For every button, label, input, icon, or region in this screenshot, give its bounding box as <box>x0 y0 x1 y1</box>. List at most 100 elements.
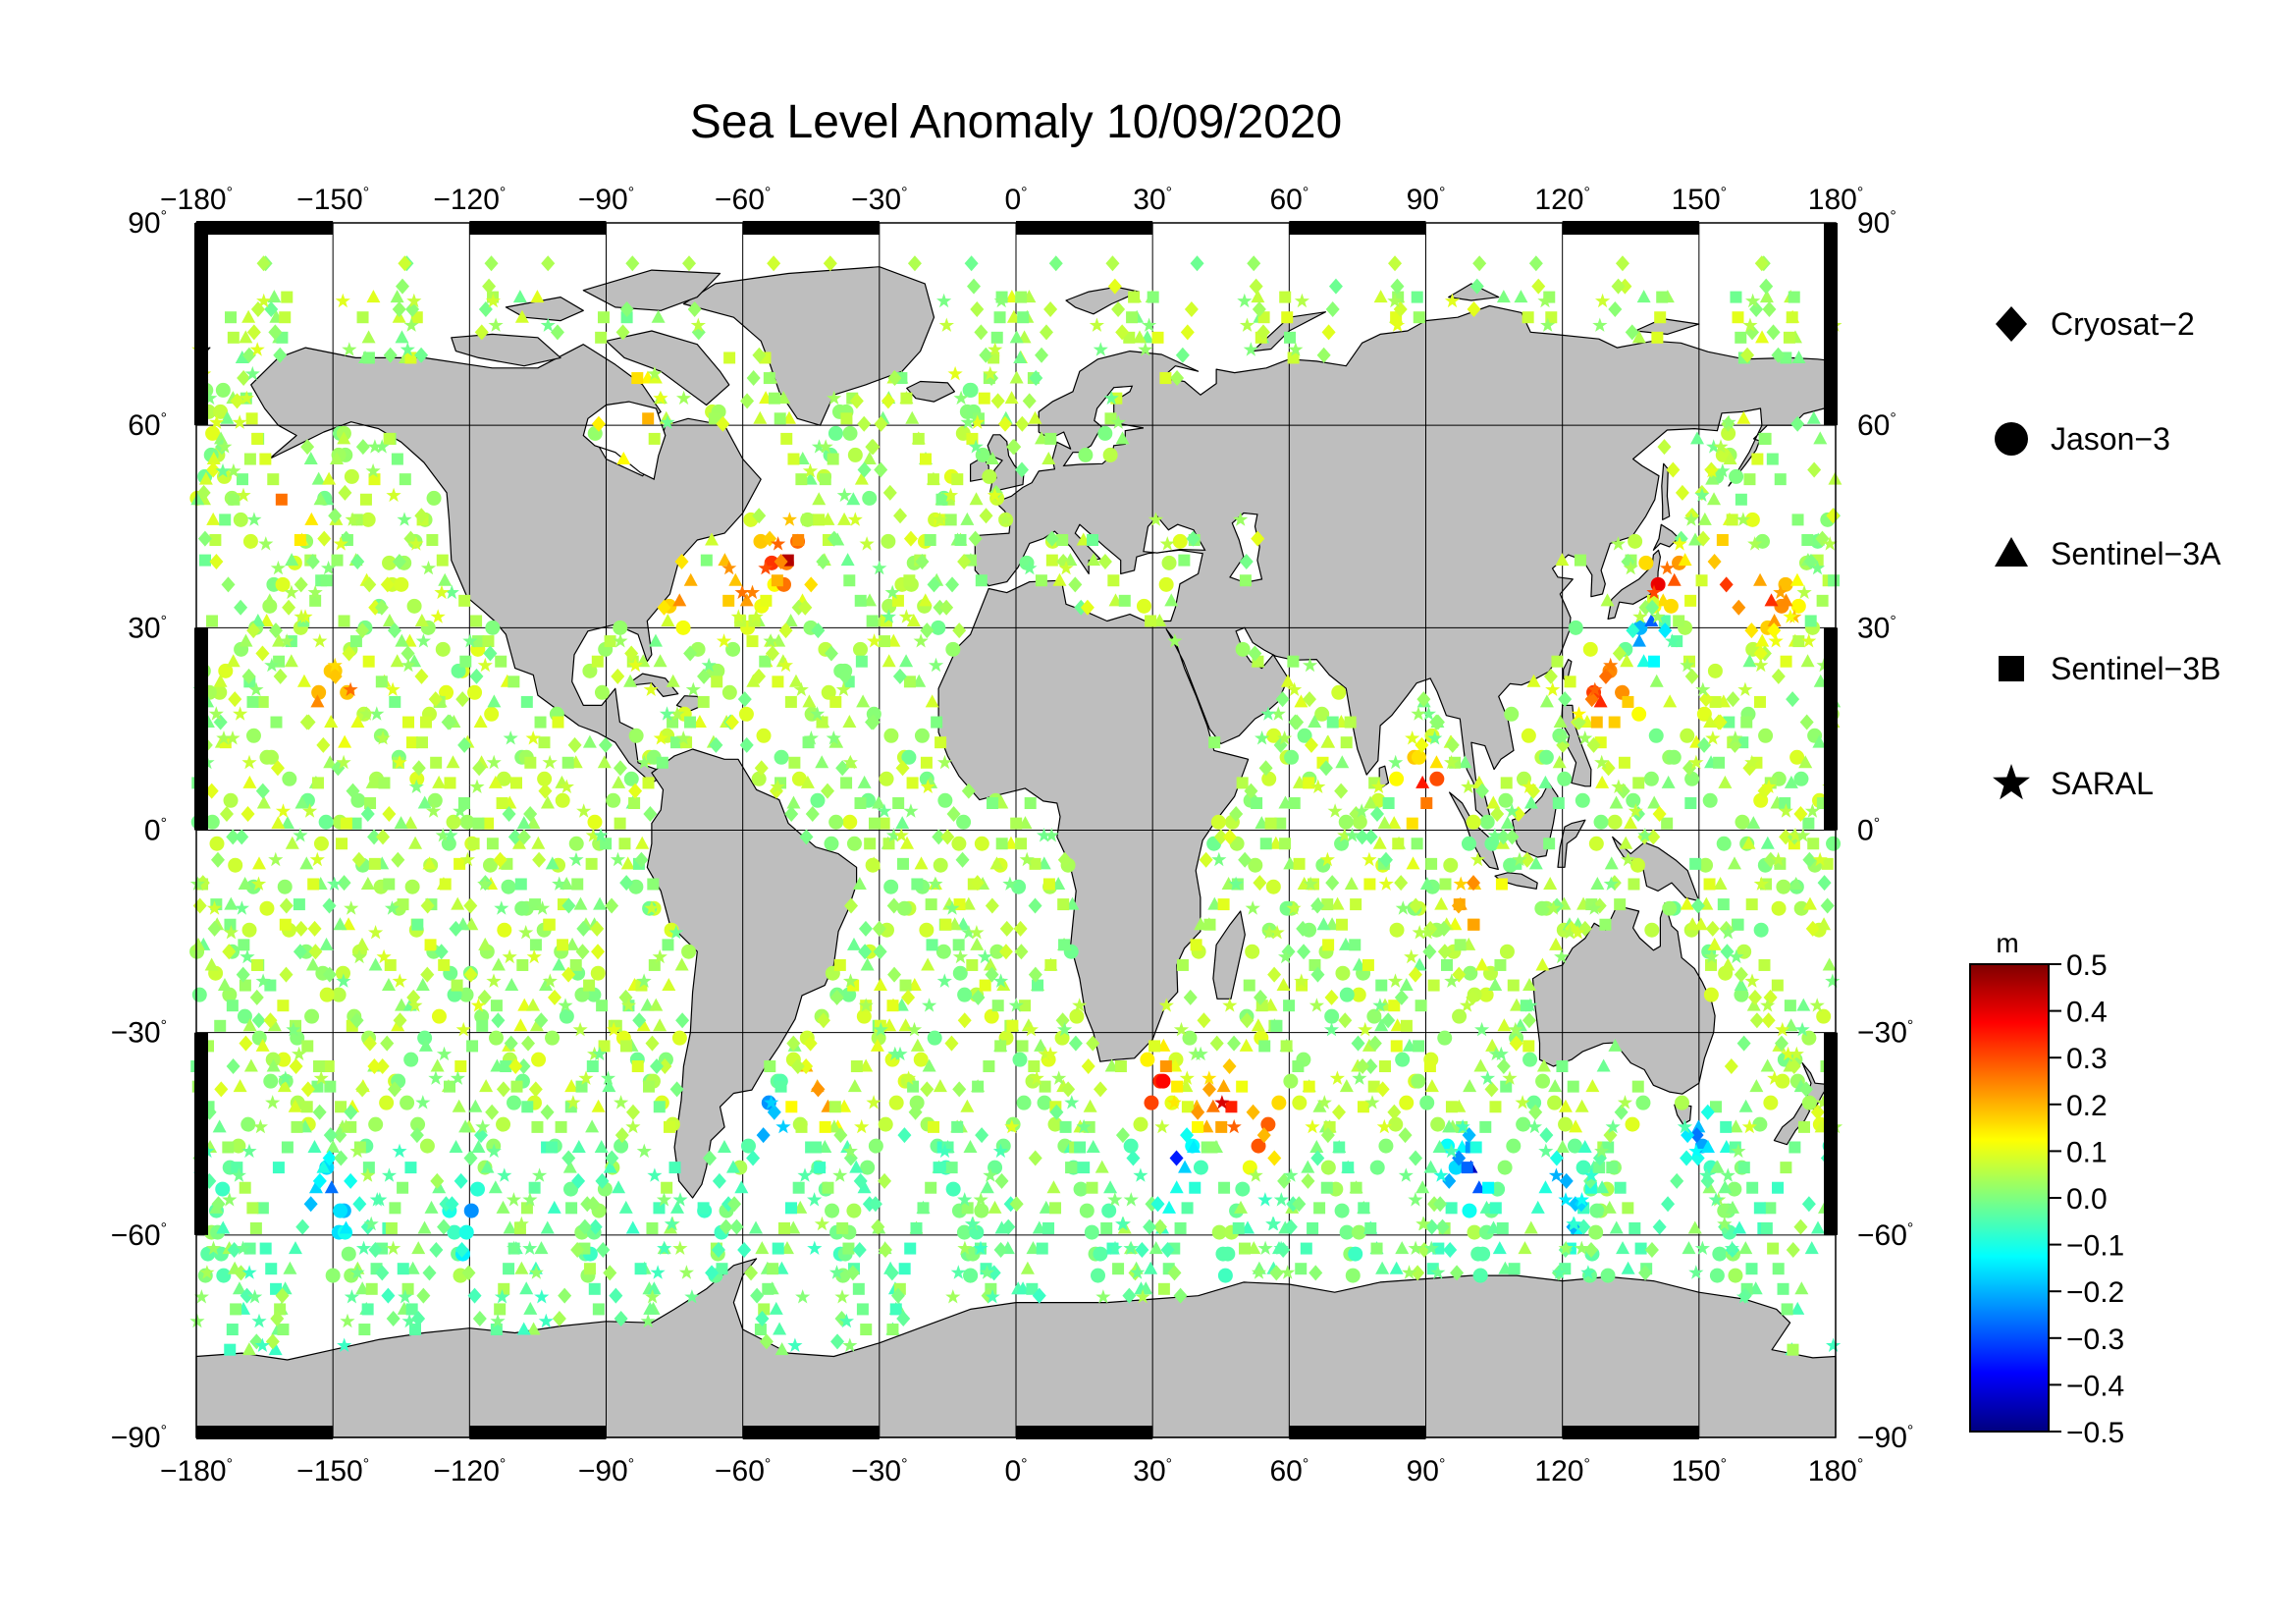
triangle-track-point <box>1492 1241 1507 1255</box>
triangle-track-point <box>1755 633 1770 647</box>
star-track-point <box>672 1192 688 1207</box>
triangle-track-point <box>1806 410 1821 424</box>
star-track-point <box>1057 1021 1073 1037</box>
square-track-point <box>854 797 867 810</box>
triangle-track-point <box>1377 816 1392 830</box>
circle-track-point <box>1717 1203 1733 1218</box>
star-track-point <box>1778 803 1793 818</box>
star-track-point <box>1512 851 1527 867</box>
diamond-track-point <box>454 1172 468 1189</box>
star-track-point <box>234 900 249 915</box>
triangle-track-point <box>725 1160 740 1173</box>
lon-tick-label-bottom: −30° <box>851 1455 907 1488</box>
square-track-point <box>293 898 305 911</box>
triangle-track-point <box>1205 1099 1220 1112</box>
square-track-point <box>378 777 391 789</box>
square-track-point <box>1802 817 1815 830</box>
square-track-point <box>1157 1282 1170 1295</box>
square-track-point <box>528 1181 541 1194</box>
diamond-track-point <box>230 393 244 409</box>
diamond-track-point <box>1675 484 1689 501</box>
diamond-track-point <box>1325 300 1340 317</box>
star-track-point <box>1408 1240 1423 1255</box>
diamond-track-point <box>908 1104 923 1120</box>
circle-track-point <box>846 1203 862 1218</box>
triangle-track-point <box>872 795 886 809</box>
star-track-point <box>286 1021 301 1037</box>
diamond-track-point <box>382 806 397 823</box>
star-track-point <box>701 657 717 673</box>
triangle-track-point <box>1817 917 1832 931</box>
circle-track-point <box>231 1138 246 1154</box>
square-track-point <box>495 655 507 668</box>
triangle-track-point <box>1620 654 1634 668</box>
triangle-track-point <box>418 1038 433 1052</box>
landmass <box>1212 910 1246 1000</box>
triangle-track-point <box>1530 1200 1545 1214</box>
triangle-track-point <box>452 1099 466 1112</box>
triangle-track-point <box>1707 937 1722 950</box>
square-track-point <box>927 473 939 486</box>
diamond-track-point <box>457 736 472 753</box>
frame-bar-bottom <box>1562 1426 1699 1439</box>
circle-track-point <box>368 1116 384 1132</box>
diamond-track-point <box>1183 989 1198 1005</box>
star-track-point <box>1554 948 1570 964</box>
circle-track-point <box>1521 728 1536 743</box>
triangle-track-point <box>216 1220 231 1234</box>
star-track-point <box>400 342 415 356</box>
diamond-track-point <box>1652 1218 1667 1235</box>
star-track-point <box>938 317 954 332</box>
triangle-track-point <box>925 694 939 708</box>
circle-track-point <box>333 1203 348 1218</box>
star-track-point <box>1502 1070 1518 1085</box>
star-track-point <box>1110 414 1126 429</box>
star-track-point <box>1404 948 1419 964</box>
circle-track-point <box>497 922 512 938</box>
square-track-point <box>1632 777 1645 789</box>
square-track-point <box>1746 1181 1759 1194</box>
circle-track-point <box>951 836 967 851</box>
square-track-point <box>1333 1141 1346 1154</box>
triangle-track-point <box>1604 856 1619 870</box>
diamond-track-point <box>1638 1265 1653 1281</box>
square-track-point <box>1420 797 1433 810</box>
legend-label: SARAL <box>2051 766 2154 801</box>
circle-track-point <box>1378 1138 1394 1154</box>
diamond-track-point <box>1802 851 1817 868</box>
diamond-track-point <box>1625 324 1639 341</box>
circle-track-point <box>952 965 968 981</box>
square-track-point <box>708 412 721 425</box>
star-track-point <box>636 973 652 988</box>
triangle-track-point <box>1690 431 1705 445</box>
square-track-point <box>1295 1263 1308 1275</box>
triangle-track-point <box>1052 572 1067 586</box>
square-track-point <box>1044 432 1057 445</box>
square-track-point <box>631 1060 644 1073</box>
square-track-point <box>521 1101 534 1113</box>
triangle-track-point <box>1538 1180 1553 1194</box>
star-track-point <box>278 1070 294 1085</box>
star-track-point <box>1302 657 1318 673</box>
square-track-point <box>459 655 472 668</box>
triangle-track-point <box>1697 512 1712 525</box>
diamond-track-point <box>971 989 986 1005</box>
star-track-point <box>1479 1070 1496 1085</box>
star-track-point <box>811 439 828 454</box>
triangle-track-point <box>552 957 566 971</box>
triangle-track-point <box>1705 471 1720 485</box>
circle-track-point <box>774 749 789 765</box>
star-track-point <box>660 414 675 429</box>
star-track-point <box>1159 536 1175 551</box>
diamond-track-point <box>1115 1127 1130 1144</box>
square-track-point <box>199 554 212 567</box>
diamond-track-point <box>595 1172 610 1189</box>
diamond-track-point <box>445 1196 459 1213</box>
star-track-point <box>244 365 260 381</box>
circle-track-point <box>842 814 858 830</box>
triangle-track-point <box>852 876 867 890</box>
triangle-track-point <box>1738 1241 1753 1255</box>
diamond-track-point <box>300 1081 315 1098</box>
square-track-point <box>1390 1040 1403 1053</box>
star-track-point <box>1037 828 1052 842</box>
